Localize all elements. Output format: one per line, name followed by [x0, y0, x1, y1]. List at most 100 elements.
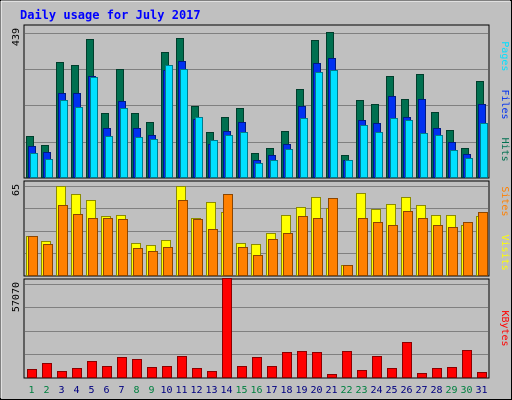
- bar-sites-day-19: [298, 216, 308, 276]
- bar-kbytes-day-18: [282, 352, 292, 378]
- x-label-day-18: 18: [280, 385, 292, 396]
- bar-kbytes-day-21: [327, 374, 337, 378]
- bar-sites-day-18: [283, 233, 293, 276]
- bar-kbytes-day-27: [417, 373, 427, 378]
- x-label-day-21: 21: [325, 385, 337, 396]
- y-max-label: 57070: [11, 282, 22, 312]
- bar-kbytes-day-19: [297, 351, 307, 378]
- bar-kbytes-day-13: [207, 371, 217, 378]
- bar-sites-day-21: [328, 198, 338, 276]
- x-label-day-24: 24: [370, 385, 382, 396]
- bar-sites-day-20: [313, 218, 323, 276]
- bar-kbytes-day-16: [252, 357, 262, 378]
- bar-pages-day-11: [180, 69, 188, 178]
- bar-sites-day-26: [403, 211, 413, 276]
- bar-pages-day-12: [195, 117, 203, 178]
- x-axis-labels: 1 2 3 4 5 6 7 8 9 10 11 12 13 14 15 16 17 18 19 20 21 22 23 24 2…: [28, 385, 487, 396]
- legend-part-4: Hits: [499, 138, 510, 162]
- bar-pages-day-19: [300, 118, 308, 178]
- legend-label-middle: Sites / Visits: [499, 186, 510, 270]
- x-label-day-1: 1: [28, 385, 34, 396]
- x-label-day-5: 5: [88, 385, 94, 396]
- bar-kbytes-day-4: [72, 368, 82, 378]
- x-label-day-9: 9: [148, 385, 154, 396]
- bar-pages-day-2: [45, 159, 53, 178]
- x-label-day-19: 19: [295, 385, 307, 396]
- bar-sites-day-29: [448, 227, 458, 276]
- bar-kbytes-day-15: [237, 366, 247, 378]
- bar-sites-day-11: [178, 200, 188, 276]
- y-max-label: 65: [11, 184, 22, 196]
- bar-pages-day-14: [225, 135, 233, 178]
- bar-kbytes-day-30: [462, 350, 472, 378]
- bar-kbytes-day-10: [162, 366, 172, 378]
- bar-pages-day-1: [30, 153, 38, 178]
- x-label-day-15: 15: [235, 385, 247, 396]
- y-max-label: 439: [11, 28, 22, 46]
- bar-pages-day-21: [330, 70, 338, 178]
- bar-sites-day-28: [433, 225, 443, 276]
- bar-kbytes-day-14: [222, 278, 232, 378]
- bar-sites-day-7: [118, 219, 128, 276]
- x-label-day-22: 22: [340, 385, 352, 396]
- bar-pages-day-3: [60, 100, 68, 178]
- bar-sites-day-12: [193, 219, 203, 276]
- bar-kbytes-day-17: [267, 366, 277, 378]
- bar-pages-day-10: [165, 65, 173, 178]
- bar-kbytes-day-3: [57, 371, 67, 378]
- bar-kbytes-day-20: [312, 352, 322, 378]
- x-label-day-4: 4: [73, 385, 79, 396]
- legend-part-0: Pages: [499, 41, 510, 71]
- x-label-day-30: 30: [460, 385, 472, 396]
- bar-sites-day-30: [463, 222, 473, 276]
- bar-sites-day-13: [208, 229, 218, 276]
- legend-part-3: /: [499, 120, 510, 138]
- bar-kbytes-day-29: [447, 367, 457, 378]
- x-label-day-3: 3: [58, 385, 64, 396]
- legend-label-top: Pages / Files / Hits: [499, 41, 510, 161]
- bar-sites-day-22: [343, 265, 353, 276]
- x-label-day-2: 2: [43, 385, 49, 396]
- legend-label-bottom: KBytes: [499, 310, 510, 346]
- bar-kbytes-day-12: [192, 368, 202, 378]
- bar-pages-day-7: [120, 108, 128, 178]
- bar-kbytes-day-11: [177, 356, 187, 378]
- bar-pages-day-4: [75, 107, 83, 178]
- bar-pages-day-13: [210, 140, 218, 178]
- bar-sites-day-4: [73, 214, 83, 276]
- bar-pages-day-5: [90, 77, 98, 178]
- x-label-day-7: 7: [118, 385, 124, 396]
- x-label-day-6: 6: [103, 385, 109, 396]
- bar-pages-day-16: [255, 163, 263, 178]
- bar-sites-day-2: [43, 244, 53, 276]
- bar-kbytes-day-1: [27, 369, 37, 378]
- bar-pages-day-31: [480, 123, 488, 178]
- x-label-day-8: 8: [133, 385, 139, 396]
- bar-sites-day-15: [238, 247, 248, 276]
- bar-sites-day-24: [373, 222, 383, 276]
- chart-title: Daily usage for July 2017: [20, 8, 201, 22]
- panels-group: 439 Pages / Files / Hits 65 Sites / Visits 5…: [11, 24, 510, 379]
- series-kbytes: [27, 278, 487, 378]
- bar-pages-day-15: [240, 132, 248, 178]
- x-label-day-26: 26: [400, 385, 412, 396]
- bar-pages-day-23: [360, 125, 368, 178]
- bar-kbytes-day-25: [387, 368, 397, 378]
- bar-pages-day-30: [465, 158, 473, 178]
- bar-sites-day-8: [133, 248, 143, 276]
- x-label-day-17: 17: [265, 385, 277, 396]
- bar-sites-day-25: [388, 225, 398, 276]
- x-label-day-28: 28: [430, 385, 442, 396]
- bar-kbytes-day-24: [372, 356, 382, 378]
- bar-pages-day-6: [105, 136, 113, 178]
- bar-sites-day-1: [28, 236, 38, 276]
- x-label-day-11: 11: [175, 385, 187, 396]
- bar-kbytes-day-6: [102, 366, 112, 378]
- bar-kbytes-day-5: [87, 361, 97, 378]
- x-label-day-27: 27: [415, 385, 427, 396]
- bar-kbytes-day-9: [147, 367, 157, 378]
- bar-sites-day-3: [58, 205, 68, 276]
- bar-pages-day-9: [150, 139, 158, 178]
- x-label-day-31: 31: [475, 385, 487, 396]
